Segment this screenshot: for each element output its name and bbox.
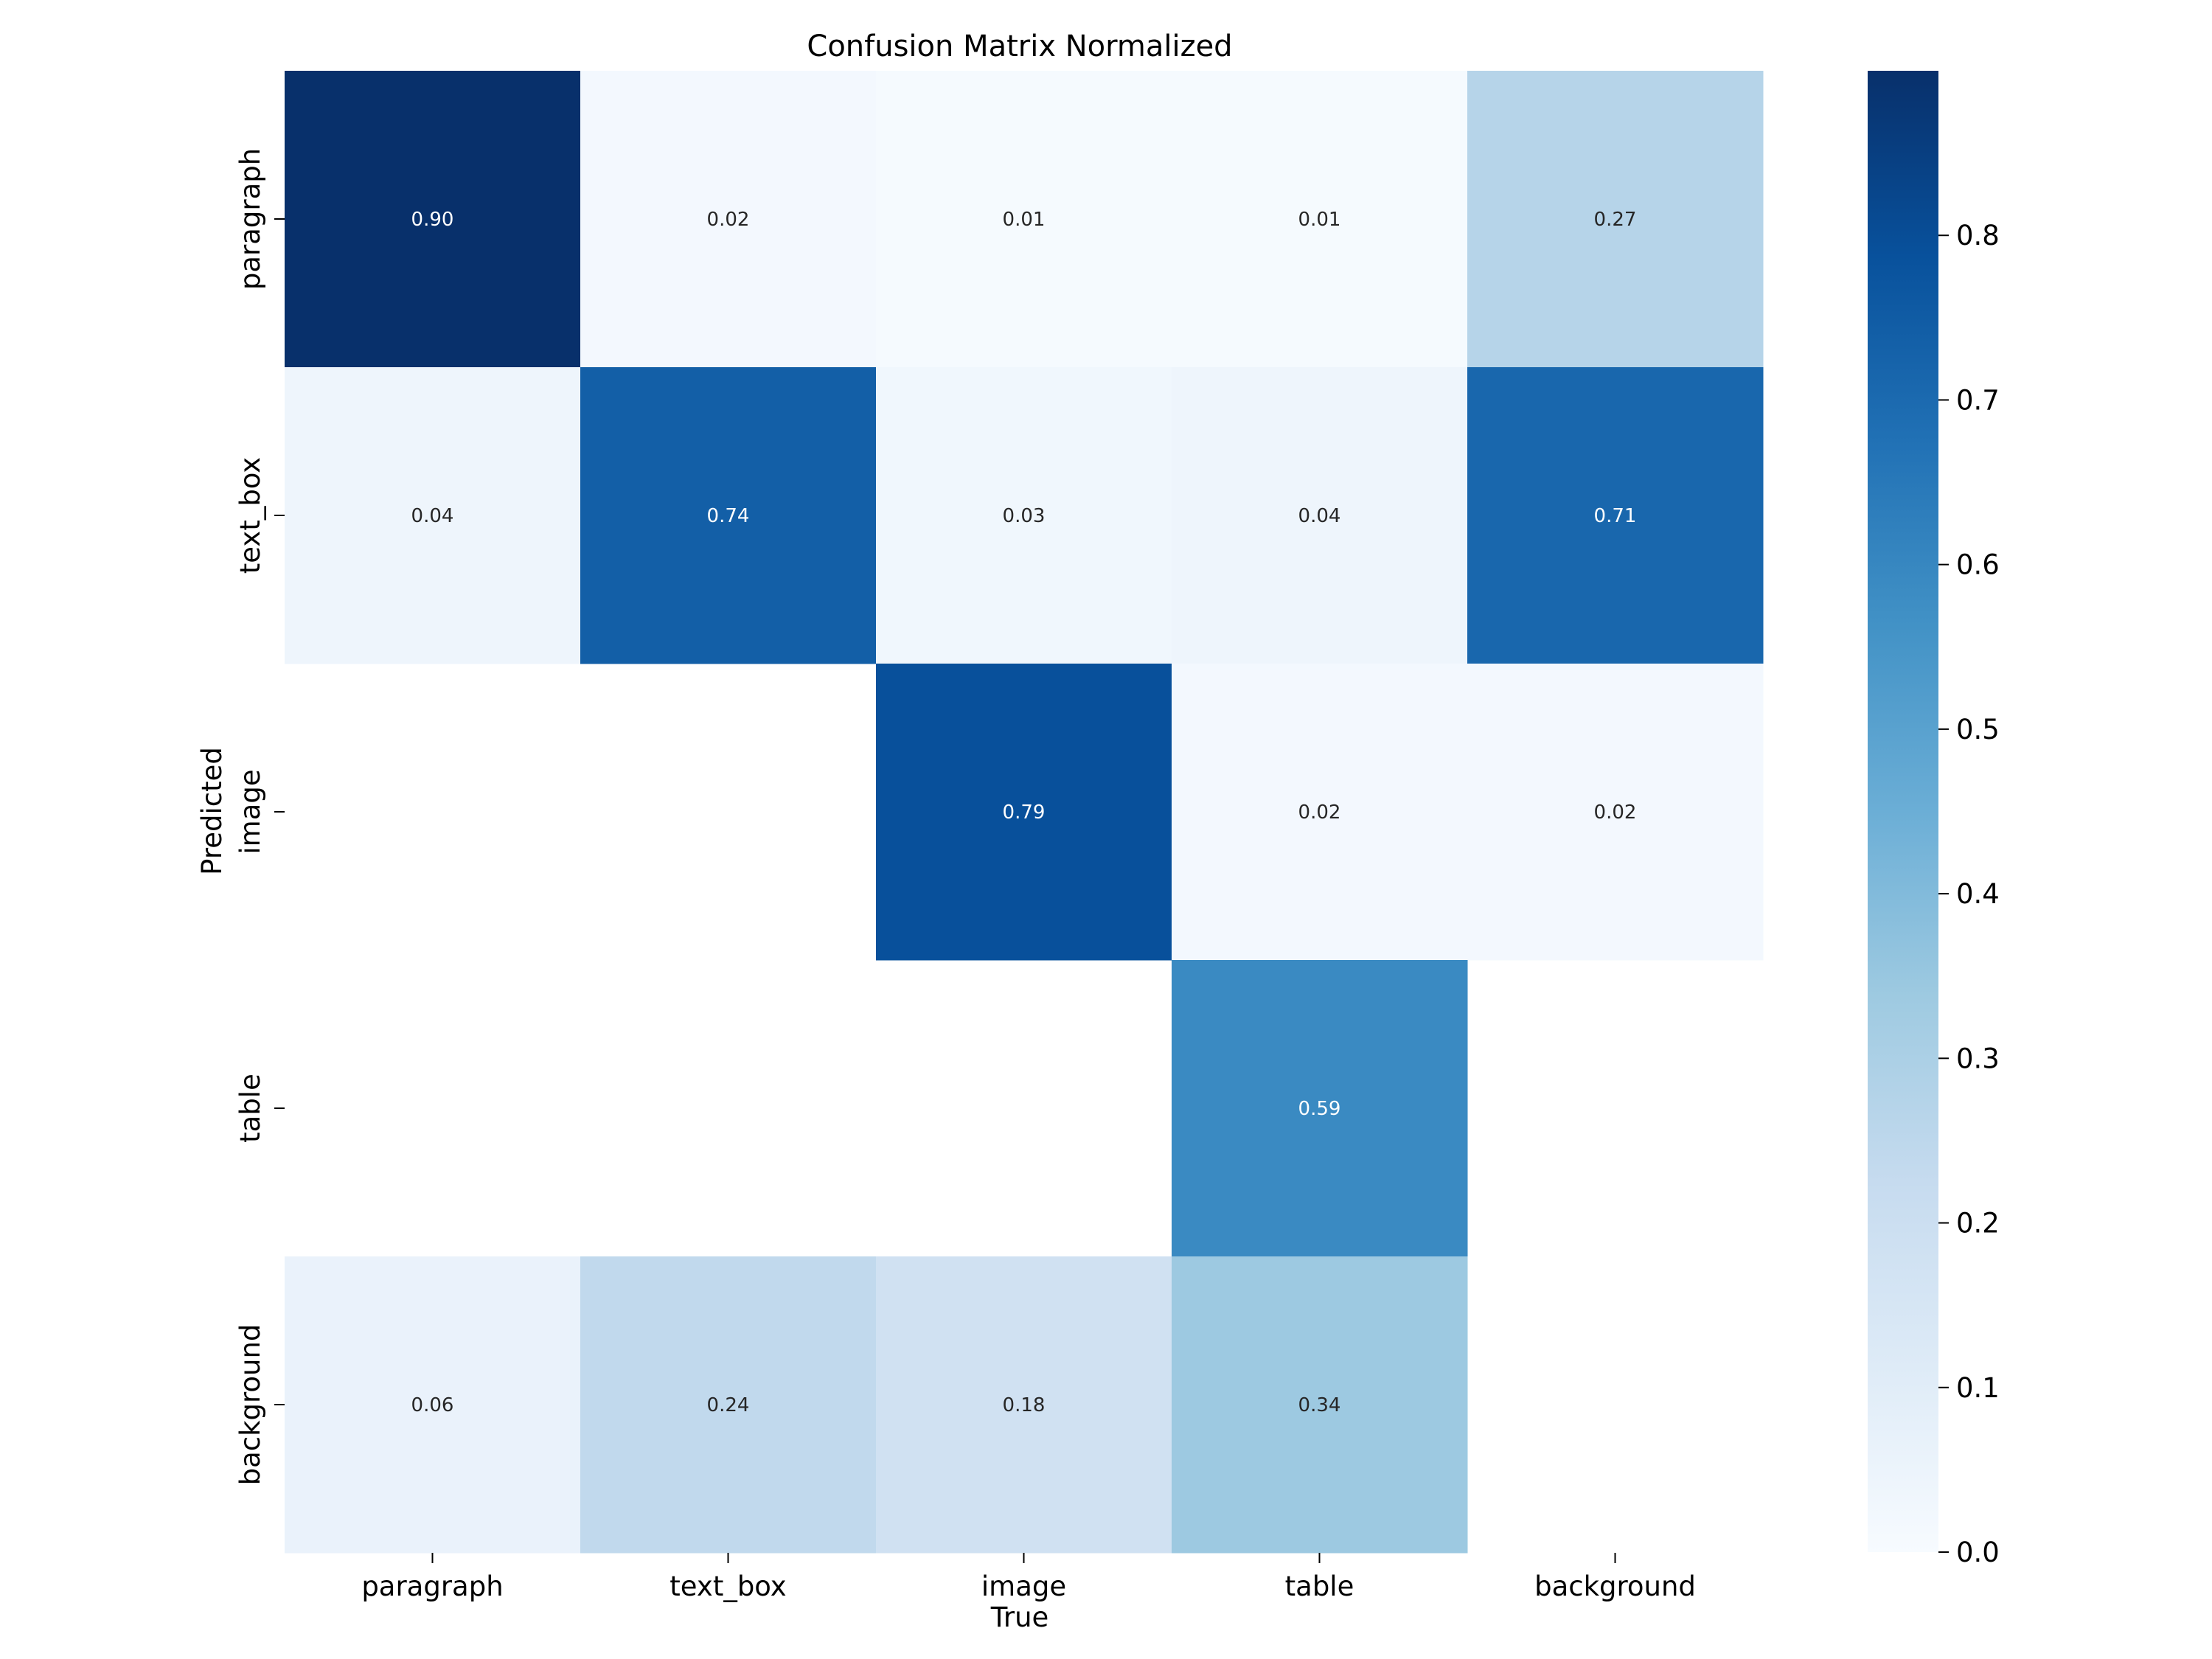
colorbar-tick-label: 0.2	[1956, 1208, 2000, 1239]
x-tick-label: text_box	[669, 1571, 786, 1602]
heatmap-cell	[285, 367, 581, 664]
colorbar-tick-label: 0.8	[1956, 220, 2000, 251]
heatmap-cell-label: 0.34	[1298, 1394, 1341, 1416]
heatmap-cell	[876, 71, 1172, 368]
heatmap-cell-label: 0.27	[1594, 209, 1637, 231]
colorbar-tick-label: 0.7	[1956, 384, 2000, 416]
heatmap-cell-label: 0.90	[411, 209, 454, 231]
heatmap-cell-label: 0.04	[1298, 505, 1341, 527]
heatmap-cell-label: 0.04	[411, 505, 454, 527]
heatmap-cell	[1467, 71, 1764, 368]
heatmap-cell	[1467, 367, 1764, 664]
heatmap-cell-label: 0.59	[1298, 1098, 1341, 1120]
x-tick-label: background	[1534, 1571, 1696, 1602]
heatmap-cell-label: 0.01	[1003, 209, 1046, 231]
heatmap-cell	[1172, 367, 1468, 664]
heatmap-cell	[876, 367, 1172, 664]
chart-title: Confusion Matrix Normalized	[807, 29, 1232, 63]
heatmap-cell-label: 0.02	[707, 209, 750, 231]
heatmap-cell-label: 0.79	[1003, 801, 1046, 824]
y-tick-label: table	[234, 1074, 266, 1143]
heatmap-cell-label: 0.18	[1003, 1394, 1046, 1416]
heatmap-cell-label: 0.03	[1003, 505, 1046, 527]
heatmap-cell-label: 0.02	[1298, 801, 1341, 824]
heatmap-cell	[1467, 664, 1764, 961]
heatmap-cell	[285, 1256, 581, 1554]
heatmap-cell	[285, 71, 581, 368]
heatmap-cell-label: 0.24	[707, 1394, 750, 1416]
colorbar-tick-label: 0.4	[1956, 878, 2000, 910]
y-tick-label: text_box	[234, 457, 266, 574]
heatmap-cell	[1172, 960, 1468, 1257]
heatmap-cell-label: 0.02	[1594, 801, 1637, 824]
colorbar-tick-label: 0.3	[1956, 1043, 2000, 1074]
heatmap-cell	[876, 1256, 1172, 1554]
heatmap-cell	[580, 71, 877, 368]
colorbar-tick-label: 0.6	[1956, 549, 2000, 581]
y-tick-label: image	[234, 769, 266, 854]
colorbar-tick-label: 0.5	[1956, 714, 2000, 745]
x-tick-label: image	[981, 1571, 1066, 1602]
heatmap-cell	[580, 367, 877, 664]
x-axis: paragraph text_box image table background	[361, 1553, 1696, 1602]
colorbar: 0.0 0.1 0.2 0.3 0.4 0.5 0.6 0.7 0.8	[1868, 71, 2000, 1568]
heatmap-cell	[876, 664, 1172, 961]
heatmap-cell-label: 0.01	[1298, 209, 1341, 231]
y-tick-label: background	[234, 1324, 266, 1486]
heatmap-cell	[1172, 71, 1468, 368]
heatmap-cell	[580, 1256, 877, 1554]
heatmap-cell-label: 0.06	[411, 1394, 454, 1416]
heatmap-cell	[1172, 664, 1468, 961]
x-axis-label: True	[990, 1601, 1049, 1633]
heatmap-cells	[285, 71, 1764, 1554]
colorbar-tick-label: 0.0	[1956, 1537, 2000, 1568]
heatmap-cell-labels: 0.90 0.02 0.01 0.01 0.27 0.04 0.74 0.03 0.04 0.71…	[411, 209, 1637, 1416]
y-axis-label: Predicted	[196, 747, 228, 875]
heatmap-cell	[1172, 1256, 1468, 1554]
y-tick-label: paragraph	[234, 148, 266, 290]
colorbar-tick-label: 0.1	[1956, 1372, 2000, 1404]
heatmap-cell-label: 0.71	[1594, 505, 1637, 527]
x-tick-label: paragraph	[361, 1571, 503, 1602]
heatmap-cell-label: 0.74	[707, 505, 750, 527]
x-tick-label: table	[1285, 1571, 1354, 1602]
colorbar-gradient	[1868, 71, 1938, 1552]
